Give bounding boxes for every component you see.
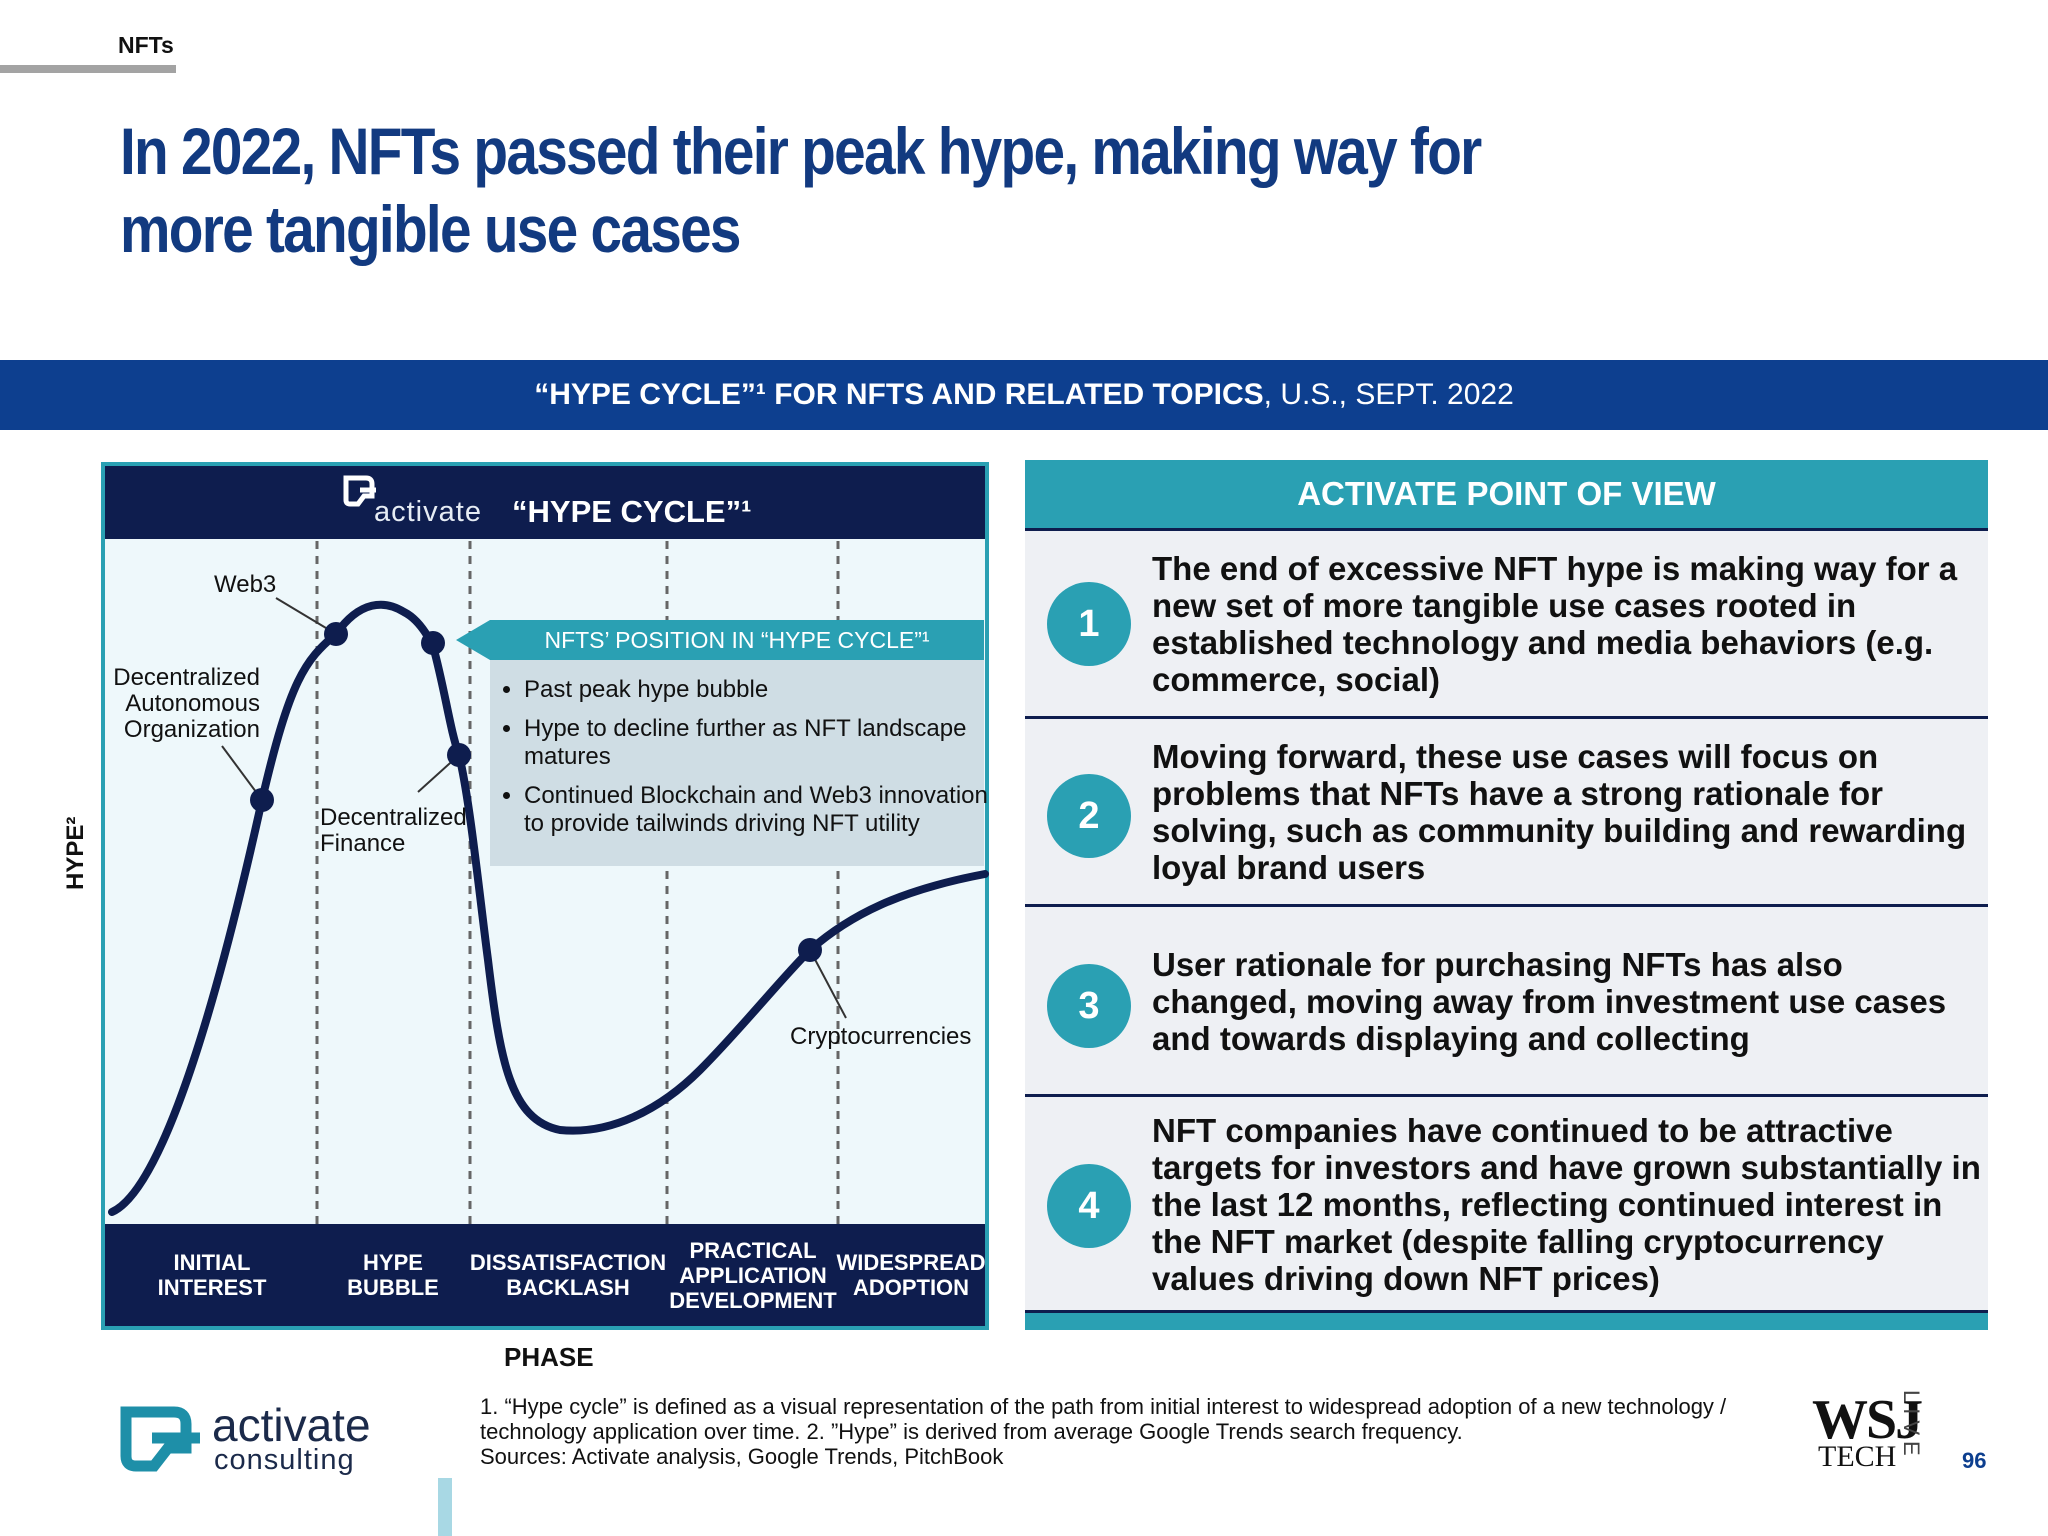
brand-subtitle: consulting (214, 1444, 355, 1476)
pov-item (1025, 1094, 1988, 1312)
pov-item (1025, 904, 1988, 1096)
hype-cycle-header (105, 466, 985, 539)
activate-consulting-logo-icon (120, 1406, 200, 1472)
footer-accent-bar (438, 1478, 452, 1536)
pov-item (1025, 528, 1988, 718)
pov-header: ACTIVATE POINT OF VIEW (1025, 460, 1988, 528)
pov-bottom-bar (1025, 1310, 1988, 1330)
page-title: In 2022, NFTs passed their peak hype, ma… (120, 114, 1482, 266)
section-label: NFTs (118, 32, 174, 58)
pov-text: The end of excessive NFT hype is making … (1152, 550, 1958, 698)
tech-logo: TECH (1818, 1440, 1897, 1473)
banner-bold: “HYPE CYCLE”¹ FOR NFTS AND RELATED TOPIC… (534, 378, 1264, 411)
point-web3 (324, 622, 348, 646)
callout-box (490, 660, 984, 866)
brand-name: activate (212, 1399, 371, 1451)
hype-curve (108, 600, 989, 1216)
point-defi (447, 743, 471, 767)
pov-number: 2 (1047, 774, 1131, 858)
footnote-definitions: 1. “Hype cycle” is defined as a visual r… (480, 1394, 1727, 1444)
diagram-brand: activate (374, 496, 482, 528)
pov-item (1025, 716, 1988, 906)
phase-widespread-adoption: WIDESPREAD ADOPTION (836, 1250, 986, 1300)
callout-arrow (456, 620, 490, 660)
y-axis-label: HYPE² (62, 816, 89, 890)
diagram-title: “HYPE CYCLE”¹ (512, 494, 752, 529)
callout-bullet: Hype to decline further as NFT landscape… (524, 715, 994, 771)
label-dao: Decentralized Autonomous Organization (113, 664, 260, 743)
point-nfts (421, 631, 445, 655)
banner-rest: , U.S., SEPT. 2022 (1263, 378, 1514, 411)
page-number: 96 (1962, 1448, 1987, 1473)
callout-bullet: Past peak hype bubble (524, 676, 994, 704)
label-defi: Decentralized Finance (320, 804, 467, 857)
footnote: 1. “Hype cycle” is defined as a visual r… (480, 1394, 1740, 1469)
point-crypto (798, 938, 822, 962)
pov-text: Moving forward, these use cases will foc… (1152, 738, 1967, 886)
phase-dividers (315, 541, 840, 1326)
chart-banner: “HYPE CYCLE”¹ FOR NFTS AND RELATED TOPIC… (0, 360, 2048, 430)
label-crypto: Cryptocurrencies (790, 1023, 972, 1050)
callout-list: Past peak hype bubble Hype to decline fu… (500, 676, 994, 849)
phase-initial-interest: INITIAL INTEREST (157, 1250, 267, 1300)
pov-number: 1 (1047, 582, 1131, 666)
section-rule (0, 65, 176, 73)
activate-logo-icon (343, 475, 376, 507)
hype-cycle-frame (101, 462, 989, 1330)
wsj-logo: WSJ (1812, 1389, 1923, 1451)
callout-title: NFTS’ POSITION IN “HYPE CYCLE”¹ (490, 620, 984, 660)
pov-text: NFT companies have continued to be attra… (1152, 1112, 1981, 1297)
pov-number: 4 (1047, 1164, 1131, 1248)
footnote-sources: Sources: Activate analysis, Google Trend… (480, 1444, 1004, 1469)
point-dao (250, 788, 274, 812)
live-logo: LIVE (1899, 1390, 1924, 1462)
pov-number: 3 (1047, 964, 1131, 1048)
phase-practical-application: PRACTICAL APPLICATION DEVELOPMENT (669, 1237, 837, 1313)
label-web3: Web3 (214, 571, 277, 598)
x-axis-label: PHASE (504, 1342, 594, 1372)
pov-text: User rationale for purchasing NFTs has a… (1152, 946, 1947, 1057)
callout-bullet: Continued Blockchain and Web3 innovation… (524, 782, 994, 838)
phase-dissatisfaction-backlash: DISSATISFACTION BACKLASH (469, 1250, 667, 1300)
phase-band (105, 1224, 985, 1326)
phase-hype-bubble: HYPE BUBBLE (347, 1250, 439, 1300)
